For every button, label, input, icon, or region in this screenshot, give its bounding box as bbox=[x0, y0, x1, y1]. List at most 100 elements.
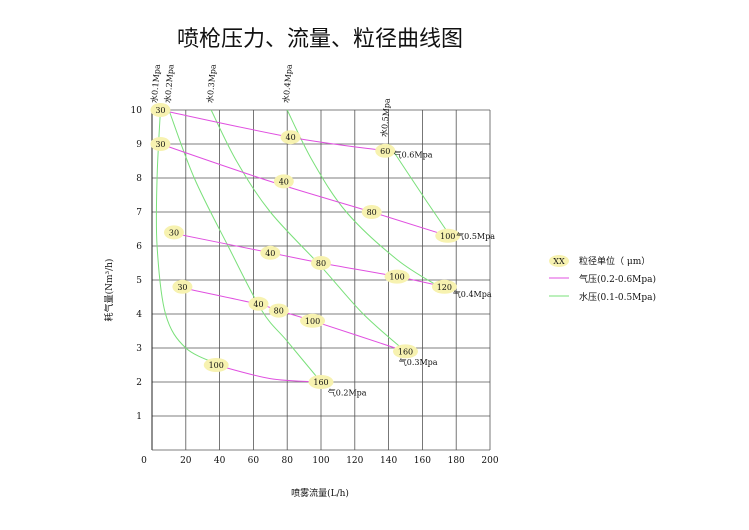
size-marker-bg bbox=[300, 313, 326, 328]
size-marker-bg bbox=[163, 225, 184, 240]
size-marker: 120 bbox=[431, 279, 457, 294]
x-tick-label: 200 bbox=[481, 456, 498, 466]
size-marker-label: 120 bbox=[437, 283, 452, 292]
water-series-label: 水0.4Mpa bbox=[281, 64, 294, 104]
x-tick-label: 20 bbox=[180, 456, 192, 466]
water-curve-3 bbox=[210, 109, 406, 352]
size-marker-bg bbox=[268, 303, 289, 318]
y-tick-label: 3 bbox=[136, 344, 142, 354]
size-marker-label: 40 bbox=[265, 249, 275, 258]
y-axis-label: 耗气量(Nm³/h) bbox=[103, 259, 115, 322]
size-marker: 100 bbox=[435, 228, 461, 243]
x-tick-label: 80 bbox=[281, 456, 293, 466]
size-marker: 30 bbox=[172, 279, 193, 294]
water-series-label: 水0.3Mpa bbox=[204, 64, 217, 104]
plot-grid bbox=[151, 109, 491, 451]
size-marker: 30 bbox=[150, 103, 171, 117]
size-marker-bg bbox=[311, 256, 331, 270]
air-curve-5 bbox=[216, 364, 322, 383]
legend-swatch-marker bbox=[549, 255, 569, 267]
size-marker: 30 bbox=[163, 225, 184, 240]
x-tick-label: 60 bbox=[248, 456, 260, 466]
legend-label: 气压(0.2-0.6Mpa) bbox=[579, 273, 656, 285]
water-series-label: 水0.2Mpa bbox=[162, 64, 175, 104]
y-tick-label: 1 bbox=[136, 412, 142, 422]
size-marker-bg bbox=[260, 245, 281, 260]
water-series-label: 水0.1Mpa bbox=[149, 64, 162, 104]
water-curve-4 bbox=[286, 109, 440, 288]
legend-item-marker: XX 粒径单位（ μm） bbox=[549, 255, 650, 267]
series-labels: 气0.6Mpa 气0.5Mpa 气0.4Mpa 气0.3Mpa 气0.2Mpa 水0.1M… bbox=[149, 64, 496, 398]
water-curve-2 bbox=[168, 109, 322, 383]
size-marker-label: 160 bbox=[398, 347, 413, 356]
size-marker-label: 160 bbox=[313, 378, 328, 387]
y-tick-labels: 1 2 3 4 5 6 7 8 9 10 bbox=[131, 106, 143, 422]
size-marker-label: 30 bbox=[155, 106, 165, 115]
x-tick-label: 140 bbox=[380, 456, 397, 466]
size-marker-bg bbox=[203, 358, 229, 372]
size-marker: 40 bbox=[260, 245, 281, 260]
size-marker-label: 80 bbox=[316, 259, 326, 268]
size-marker: 80 bbox=[361, 205, 382, 219]
size-marker: 40 bbox=[273, 174, 294, 189]
legend-marker-text: XX bbox=[553, 257, 565, 266]
size-marker-bg bbox=[150, 137, 171, 151]
size-marker-label: 30 bbox=[169, 228, 179, 237]
y-tick-label: 8 bbox=[136, 174, 142, 184]
chart-title: 喷枪压力、流量、粒径曲线图 bbox=[177, 27, 463, 52]
legend-label: 粒径单位（ μm） bbox=[579, 255, 650, 267]
size-marker-label: 40 bbox=[285, 133, 295, 142]
size-marker-label: 100 bbox=[209, 361, 224, 370]
size-marker-label: 30 bbox=[177, 283, 187, 292]
size-marker-bg bbox=[308, 375, 334, 389]
size-marker: 40 bbox=[280, 130, 301, 145]
size-marker-bg bbox=[150, 103, 171, 117]
legend-item-air: 气压(0.2-0.6Mpa) bbox=[549, 273, 656, 285]
size-marker-bg bbox=[393, 344, 418, 359]
size-marker: 80 bbox=[268, 303, 289, 318]
size-marker: 100 bbox=[300, 313, 326, 328]
y-tick-label: 10 bbox=[131, 106, 143, 116]
water-curves bbox=[155, 109, 449, 383]
legend-label: 水压(0.1-0.5Mpa) bbox=[579, 291, 656, 303]
size-marker-label: 40 bbox=[253, 300, 263, 309]
size-marker-bg bbox=[248, 296, 269, 311]
y-tick-label: 4 bbox=[136, 310, 142, 320]
y-tick-label: 7 bbox=[136, 208, 142, 218]
y-tick-label: 6 bbox=[136, 242, 142, 252]
size-marker: 40 bbox=[248, 296, 269, 311]
legend-item-water: 水压(0.1-0.5Mpa) bbox=[549, 291, 656, 303]
size-marker-bg bbox=[172, 279, 193, 294]
y-tick-label: 5 bbox=[136, 276, 142, 286]
air-series-label: 气0.2Mpa bbox=[328, 388, 367, 398]
x-tick-label: 160 bbox=[414, 456, 431, 466]
air-series-label: 气0.4Mpa bbox=[453, 289, 492, 299]
y-tick-label: 2 bbox=[136, 378, 142, 388]
size-marker: 30 bbox=[150, 137, 171, 151]
size-markers: 30 30 30 30 40 40 40 40 60 80 80 80 100 100 100 100 120 1… bbox=[150, 103, 461, 389]
water-series-label: 水0.5Mpa bbox=[379, 98, 392, 138]
air-series-label: 气0.6Mpa bbox=[394, 150, 433, 160]
x-tick-label: 180 bbox=[448, 456, 465, 466]
air-series-label: 气0.5Mpa bbox=[456, 231, 495, 241]
size-marker-bg bbox=[273, 174, 294, 189]
x-axis-label: 喷雾流量(L/h) bbox=[291, 487, 349, 499]
air-curve-1 bbox=[160, 109, 386, 152]
x-tick-label: 40 bbox=[214, 456, 226, 466]
size-marker-bg bbox=[280, 130, 301, 145]
air-curve-2 bbox=[160, 143, 448, 237]
size-marker-bg bbox=[361, 205, 382, 219]
air-series-label: 气0.3Mpa bbox=[399, 357, 438, 367]
size-marker-label: 60 bbox=[380, 147, 390, 156]
size-marker-bg bbox=[375, 143, 396, 158]
size-marker-label: 100 bbox=[440, 232, 455, 241]
size-marker-label: 30 bbox=[155, 140, 165, 149]
y-tick-label: 9 bbox=[136, 140, 142, 150]
size-marker-bg bbox=[431, 279, 457, 294]
size-marker: 100 bbox=[203, 358, 229, 372]
water-curve-1 bbox=[155, 109, 220, 366]
x-tick-label: 100 bbox=[312, 456, 329, 466]
x-tick-label: 120 bbox=[346, 456, 363, 466]
size-marker-label: 40 bbox=[279, 177, 289, 186]
